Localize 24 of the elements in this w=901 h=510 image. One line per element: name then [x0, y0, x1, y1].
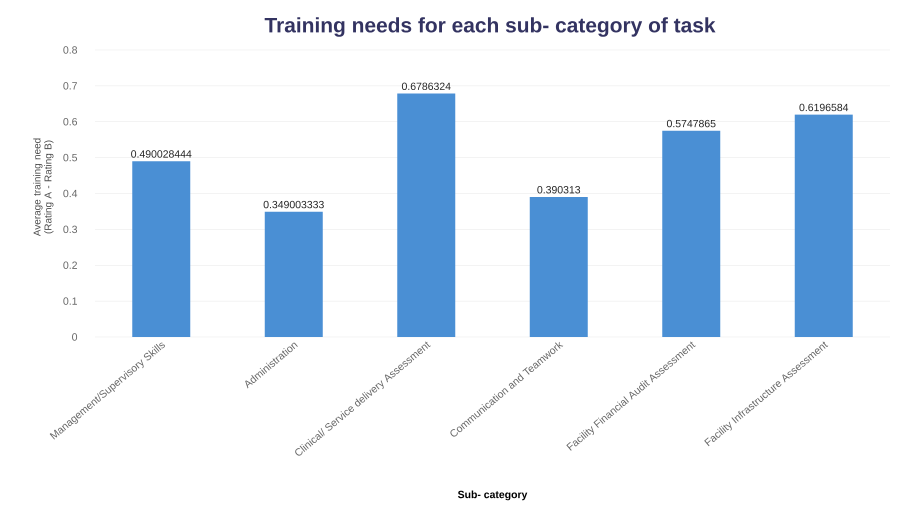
bar [264, 212, 323, 337]
x-axis-title: Sub- category [458, 490, 528, 500]
y-tick-label: 0.6 [63, 118, 78, 126]
y-tick-label: 0.2 [63, 262, 77, 269]
data-label: 0.390313 [537, 186, 580, 194]
bar [794, 114, 853, 337]
y-tick-label: 0.3 [63, 226, 78, 234]
data-label: 0.349003333 [264, 200, 324, 208]
bar [530, 196, 588, 337]
bar [397, 94, 456, 337]
chart-title: Training needs for each sub- category of task [264, 17, 716, 37]
data-label: 0.490028444 [131, 150, 192, 158]
data-label: 0.5747865 [666, 120, 716, 128]
y-tick-label: 0.8 [63, 46, 78, 54]
data-label: 0.6196584 [799, 104, 848, 112]
y-tick-label: 0.7 [63, 82, 77, 90]
y-tick-label: 0 [72, 333, 78, 341]
data-label: 0.6786324 [402, 82, 451, 90]
y-tick-label: 0.1 [63, 297, 77, 305]
bar [662, 130, 720, 337]
y-tick-label: 0.4 [63, 190, 78, 198]
y-tick-label: 0.5 [63, 154, 78, 162]
bar [132, 161, 190, 337]
y-axis-title: Average training need (Rating A - Rating B) [33, 138, 54, 236]
